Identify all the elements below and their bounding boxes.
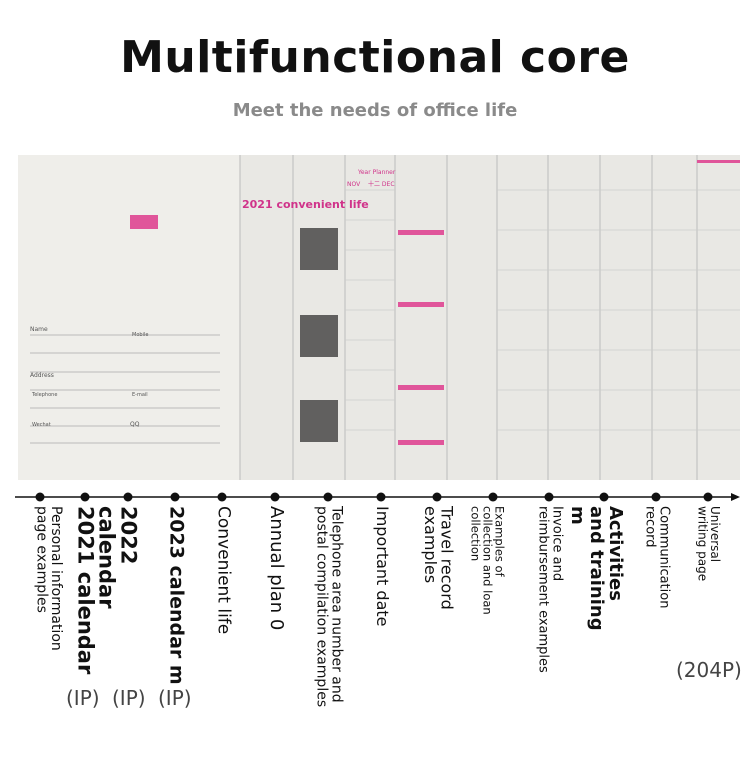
field: Mobile — [132, 332, 148, 338]
timeline-label: 2023 calendar m — [165, 506, 188, 685]
timeline-arrow — [731, 493, 740, 501]
timeline-label: Activities and training m — [567, 506, 626, 631]
timeline-dot — [651, 492, 661, 502]
timeline-dot — [703, 492, 713, 502]
timeline-dot — [599, 492, 609, 502]
field: Telephone — [31, 392, 57, 398]
subtitle: Meet the needs of office life — [232, 100, 518, 121]
timeline-label: Personal information page examples — [33, 506, 65, 651]
month-label: NOV — [347, 181, 361, 188]
qr-code — [300, 228, 338, 270]
page-count: (204P) — [676, 658, 742, 682]
title: Multifunctional core — [120, 32, 630, 83]
pink-block — [130, 215, 158, 229]
month-label: 十二 DEC — [368, 180, 395, 188]
planner-photo: 2021 convenient life Year Planner NOV 十二… — [18, 155, 740, 480]
field: QQ — [130, 421, 140, 428]
field: Name — [30, 326, 48, 333]
timeline-dot — [323, 492, 333, 502]
timeline-dot — [544, 492, 554, 502]
page-lines — [30, 155, 698, 480]
field: E-mail — [132, 392, 148, 398]
convenient-label: 2021 convenient life — [242, 198, 369, 211]
timeline-label: Telephone area number and postal compila… — [313, 506, 345, 708]
ip-mark: (IP) — [158, 686, 192, 710]
timeline-label: Communication record — [642, 506, 672, 609]
pink-accents — [398, 160, 740, 445]
timeline-label: 2021 calendar — [73, 506, 98, 675]
planner-label: Year Planner — [357, 169, 396, 176]
grid-rows — [345, 189, 740, 431]
timeline-dot — [170, 492, 180, 502]
timeline-dot — [123, 492, 133, 502]
qr-code — [300, 400, 338, 442]
timeline-label: Annual plan 0 — [265, 506, 287, 631]
timeline-label: Invoice and reimbursement examples — [535, 506, 565, 673]
timeline-dot — [432, 492, 442, 502]
timeline-dot — [270, 492, 280, 502]
timeline-label: Universal writing page — [695, 506, 723, 582]
timeline-dot — [488, 492, 498, 502]
timeline — [15, 492, 740, 502]
timeline-dot — [80, 492, 90, 502]
ip-mark: (IP) — [112, 686, 146, 710]
timeline-label: Travel record examples — [420, 506, 457, 610]
field: Wechat — [32, 422, 51, 428]
info-page — [18, 155, 240, 480]
ip-mark: (IP) — [66, 686, 100, 710]
timeline-label: Important date — [372, 506, 392, 627]
field: Address — [30, 372, 54, 379]
timeline-label: 2022 calendar — [94, 506, 141, 609]
timeline-dot — [35, 492, 45, 502]
qr-code — [300, 315, 338, 357]
timeline-dot — [217, 492, 227, 502]
timeline-label: Examples of collection and loan collecti… — [468, 506, 507, 615]
timeline-label: Convenient life — [213, 506, 234, 635]
timeline-dot — [376, 492, 386, 502]
